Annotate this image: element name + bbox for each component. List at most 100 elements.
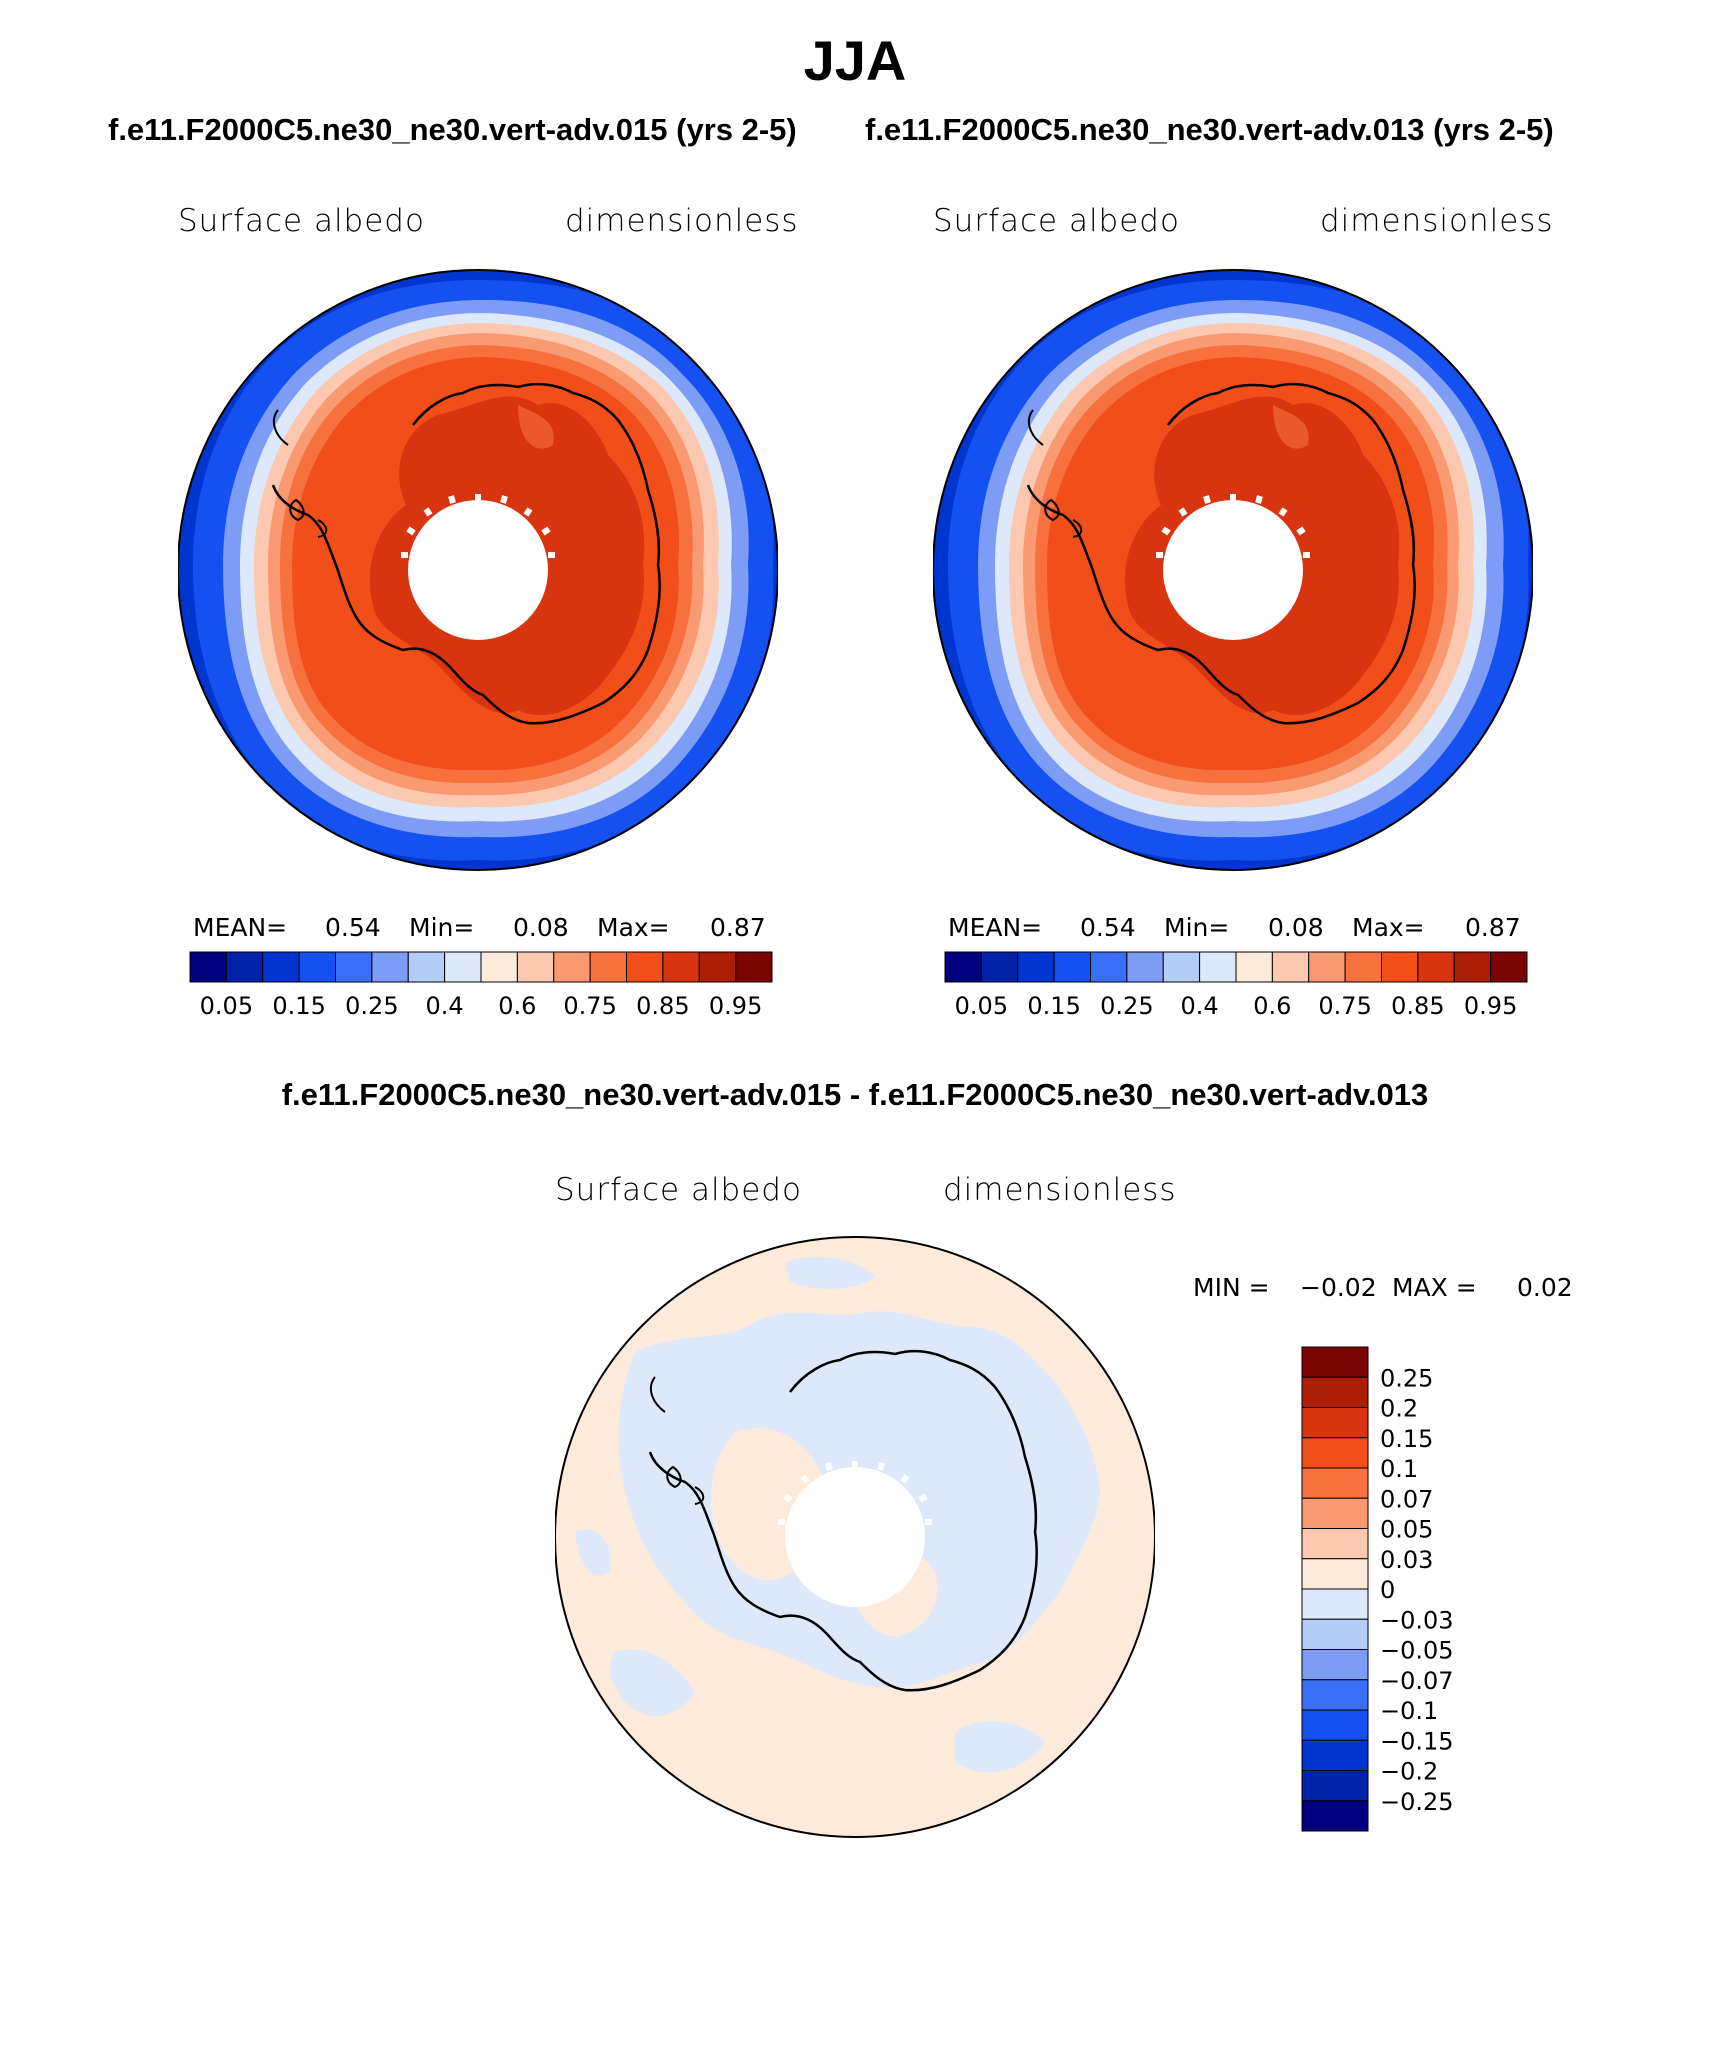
colorbar-tick-label: 0.1: [1380, 1455, 1418, 1483]
panel2-variable-label: Surface albedo: [933, 203, 1180, 239]
colorbar-swatch: [1301, 1376, 1369, 1408]
colorbar-swatch: [698, 951, 737, 983]
colorbar-swatch: [553, 951, 591, 983]
colorbar-tick-label: 0.25: [1380, 1364, 1433, 1392]
panel1-mean-value: 0.54: [325, 913, 381, 942]
colorbar-panel-1: 0.05 0.15 0.25 0.4 0.6 0.75 0.85 0.95: [189, 951, 773, 1020]
panel2-max-label: Max=: [1352, 913, 1425, 942]
colorbar-difference: 0.250.20.150.10.070.050.030−0.03−0.05−0.…: [1301, 1346, 1454, 1832]
colorbar-swatch: [298, 951, 336, 983]
colorbar-swatch: [1235, 951, 1273, 983]
colorbar-swatch: [1301, 1437, 1369, 1469]
diff-variable-label: Surface albedo: [555, 1172, 802, 1208]
panel2-min-value: 0.08: [1268, 913, 1324, 942]
colorbar-tick-label: −0.07: [1380, 1667, 1454, 1695]
colorbar-tick-label: 0.15: [1027, 992, 1080, 1020]
panel1-units-label: dimensionless: [565, 203, 799, 239]
colorbar-tick-label: −0.15: [1380, 1727, 1454, 1755]
colorbar-panel-2: 0.05 0.15 0.25 0.4 0.6 0.75 0.85 0.95: [944, 951, 1528, 1020]
colorbar-swatch: [335, 951, 373, 983]
colorbar-swatch: [1381, 951, 1419, 983]
colorbar-swatch: [225, 951, 264, 983]
colorbar-tick-label: 0.05: [200, 992, 253, 1020]
case-title-left: f.e11.F2000C5.ne30_ne30.vert-adv.015 (yr…: [108, 112, 797, 147]
panel1-min-value: 0.08: [513, 913, 569, 942]
colorbar-tick-label: 0: [1380, 1576, 1395, 1604]
figure-title: JJA: [803, 29, 907, 92]
colorbar-swatch: [944, 951, 982, 983]
colorbar-tick-label: 0.05: [955, 992, 1008, 1020]
colorbar-tick-label: 0.85: [636, 992, 689, 1020]
map-panel-1: [178, 269, 778, 871]
colorbar-swatch: [407, 951, 446, 983]
colorbar-tick-label: 0.4: [426, 992, 464, 1020]
colorbar-swatch: [1301, 1528, 1369, 1560]
colorbar-swatch: [1344, 951, 1382, 983]
colorbar-tick-label: 0.07: [1380, 1485, 1433, 1513]
colorbar-swatch: [1453, 951, 1492, 983]
colorbar-swatch: [1271, 951, 1310, 983]
colorbar-tick-label: 0.25: [345, 992, 398, 1020]
difference-title: f.e11.F2000C5.ne30_ne30.vert-adv.015 - f…: [281, 1077, 1429, 1112]
colorbar-swatch: [980, 951, 1019, 983]
colorbar-swatch: [626, 951, 664, 983]
panel1-min-label: Min=: [409, 913, 475, 942]
panel2-mean-label: MEAN=: [948, 913, 1043, 942]
colorbar-swatch: [662, 951, 700, 983]
panel1-variable-label: Surface albedo: [178, 203, 425, 239]
colorbar-swatch: [1301, 1618, 1369, 1650]
colorbar-tick-label: 0.05: [1380, 1516, 1433, 1544]
diff-max-label: MAX =: [1392, 1273, 1477, 1302]
panel2-min-label: Min=: [1164, 913, 1230, 942]
colorbar-tick-label: 0.15: [272, 992, 325, 1020]
diff-min-label: MIN =: [1193, 1273, 1270, 1302]
panel1-max-label: Max=: [597, 913, 670, 942]
colorbar-swatch: [735, 951, 773, 983]
colorbar-tick-label: −0.1: [1380, 1697, 1438, 1725]
colorbar-tick-label: 0.25: [1100, 992, 1153, 1020]
colorbar-swatch: [1301, 1770, 1369, 1802]
colorbar-swatch: [1308, 951, 1346, 983]
colorbar-tick-label: −0.25: [1380, 1788, 1454, 1816]
colorbar-swatch: [589, 951, 627, 983]
colorbar-swatch: [516, 951, 555, 983]
map-panel-2: [933, 269, 1533, 871]
colorbar-swatch: [1017, 951, 1055, 983]
colorbar-swatch: [1301, 1497, 1369, 1529]
panel2-units-label: dimensionless: [1320, 203, 1554, 239]
colorbar-swatch: [1301, 1588, 1369, 1620]
colorbar-swatch: [1301, 1407, 1369, 1439]
panel1-mean-label: MEAN=: [193, 913, 288, 942]
colorbar-swatch: [1301, 1679, 1369, 1711]
colorbar-swatch: [1301, 1346, 1369, 1378]
colorbar-swatch: [189, 951, 227, 983]
colorbar-swatch: [1126, 951, 1164, 983]
diff-units-label: dimensionless: [943, 1172, 1177, 1208]
colorbar-tick-label: 0.15: [1380, 1425, 1433, 1453]
colorbar-swatch: [1301, 1467, 1369, 1499]
colorbar-tick-label: −0.2: [1380, 1758, 1438, 1786]
panel1-max-value: 0.87: [710, 913, 766, 942]
colorbar-swatch: [444, 951, 482, 983]
colorbar-tick-label: −0.05: [1380, 1637, 1454, 1665]
panel2-mean-value: 0.54: [1080, 913, 1136, 942]
colorbar-swatch: [1490, 951, 1528, 983]
colorbar-tick-label: −0.03: [1380, 1606, 1454, 1634]
diff-min-value: −0.02: [1300, 1273, 1377, 1302]
colorbar-tick-label: 0.03: [1380, 1546, 1433, 1574]
colorbar-swatch: [1301, 1739, 1369, 1771]
colorbar-swatch: [1301, 1558, 1369, 1590]
colorbar-swatch: [1053, 951, 1091, 983]
colorbar-tick-label: 0.85: [1391, 992, 1444, 1020]
colorbar-tick-label: 0.2: [1380, 1395, 1418, 1423]
colorbar-tick-label: 0.95: [1464, 992, 1517, 1020]
colorbar-tick-label: 0.95: [709, 992, 762, 1020]
colorbar-swatch: [1417, 951, 1455, 983]
colorbar-swatch: [1199, 951, 1237, 983]
colorbar-swatch: [1301, 1649, 1369, 1681]
colorbar-swatch: [262, 951, 300, 983]
colorbar-swatch: [1301, 1800, 1369, 1832]
colorbar-swatch: [1162, 951, 1201, 983]
colorbar-swatch: [371, 951, 409, 983]
colorbar-swatch: [1301, 1709, 1369, 1741]
